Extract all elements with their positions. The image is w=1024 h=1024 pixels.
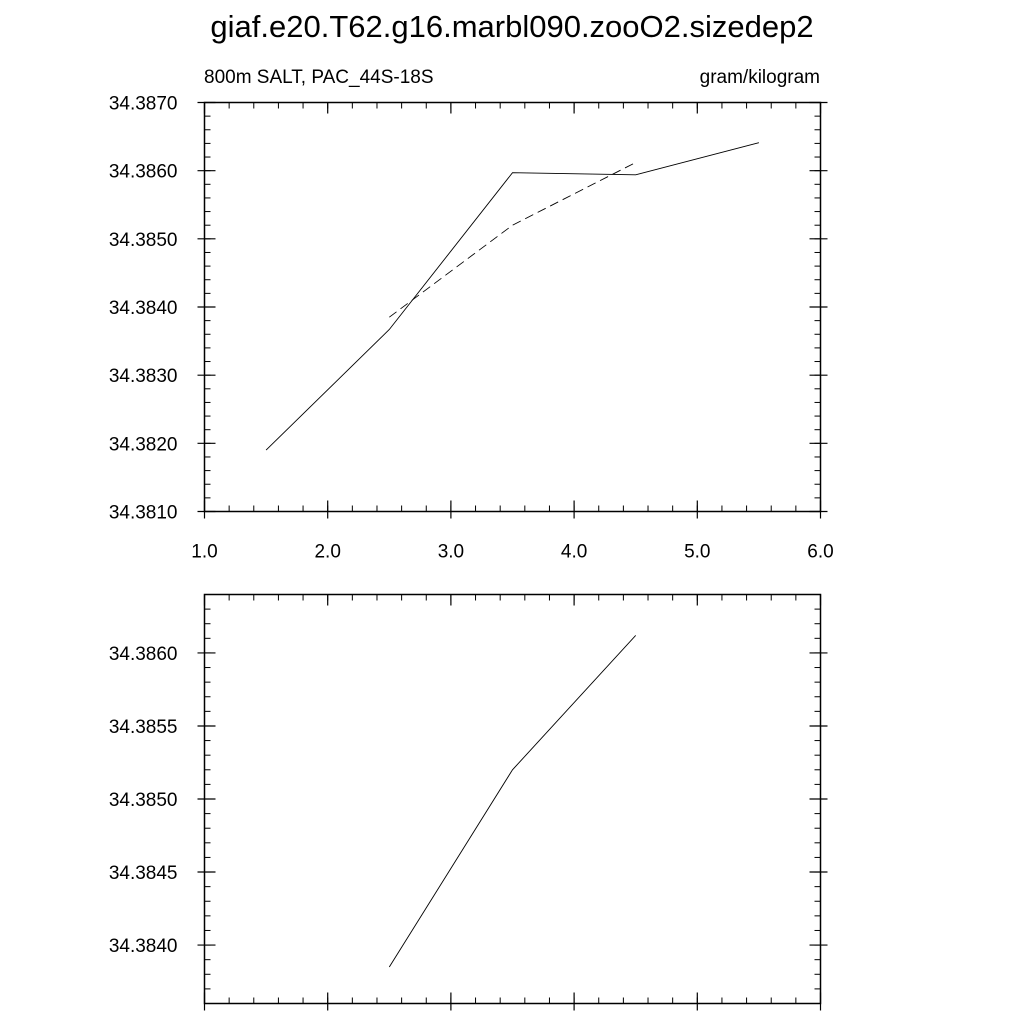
bottom-y-tick-label: 34.3855 xyxy=(109,717,178,738)
top-y-tick-label: 34.3850 xyxy=(109,230,178,251)
top-x-tick-label: 4.0 xyxy=(561,542,587,563)
top-x-tick-label: 3.0 xyxy=(438,542,464,563)
top-y-tick-label: 34.3830 xyxy=(109,366,178,387)
bottom-y-tick-label: 34.3840 xyxy=(109,936,178,957)
top-panel-x-tick-labels: 1.0 2.0 3.0 4.0 5.0 6.0 xyxy=(191,542,833,563)
bottom-y-tick-label: 34.3845 xyxy=(109,863,178,884)
top-y-tick-label: 34.3820 xyxy=(109,434,178,455)
top-panel-y-tick-labels: 34.3810 34.3820 34.3830 34.3840 34.3850 34.38… xyxy=(109,94,178,524)
bottom-panel: 34.3840 34.3845 34.3850 34.3855 34.3860 xyxy=(109,593,828,1011)
top-y-tick-label: 34.3870 xyxy=(109,94,178,115)
figure-title: giaf.e20.T62.g16.marbl090.zooO2.sizedep2 xyxy=(210,9,813,44)
top-series-line-dashed xyxy=(389,162,636,318)
top-panel-left-title: 800m SALT, PAC_44S-18S xyxy=(204,67,434,88)
top-x-tick-label: 5.0 xyxy=(684,542,710,563)
top-x-tick-label: 2.0 xyxy=(314,542,340,563)
bottom-y-tick-label: 34.3860 xyxy=(109,644,178,665)
top-x-tick-label: 6.0 xyxy=(807,542,833,563)
bottom-y-tick-label: 34.3850 xyxy=(109,790,178,811)
top-y-tick-label: 34.3860 xyxy=(109,162,178,183)
bottom-panel-series xyxy=(388,635,637,968)
bottom-panel-plot-frame xyxy=(203,593,822,1005)
top-panel-plot-frame xyxy=(203,101,822,513)
top-x-tick-label: 1.0 xyxy=(191,542,217,563)
top-panel-series xyxy=(265,142,760,451)
top-y-tick-label: 34.3840 xyxy=(109,298,178,319)
top-y-tick-label: 34.3810 xyxy=(109,503,178,524)
top-panel-right-title: gram/kilogram xyxy=(700,67,820,88)
bottom-panel-y-tick-labels: 34.3840 34.3845 34.3850 34.3855 34.3860 xyxy=(109,644,178,957)
top-panel: 800m SALT, PAC_44S-18S gram/kilogram 34.… xyxy=(109,67,834,563)
top-series-line-solid xyxy=(265,142,760,451)
bottom-panel-tick-marks xyxy=(197,594,828,1011)
bottom-series-line-solid xyxy=(388,635,637,968)
top-panel-tick-marks xyxy=(197,101,828,519)
